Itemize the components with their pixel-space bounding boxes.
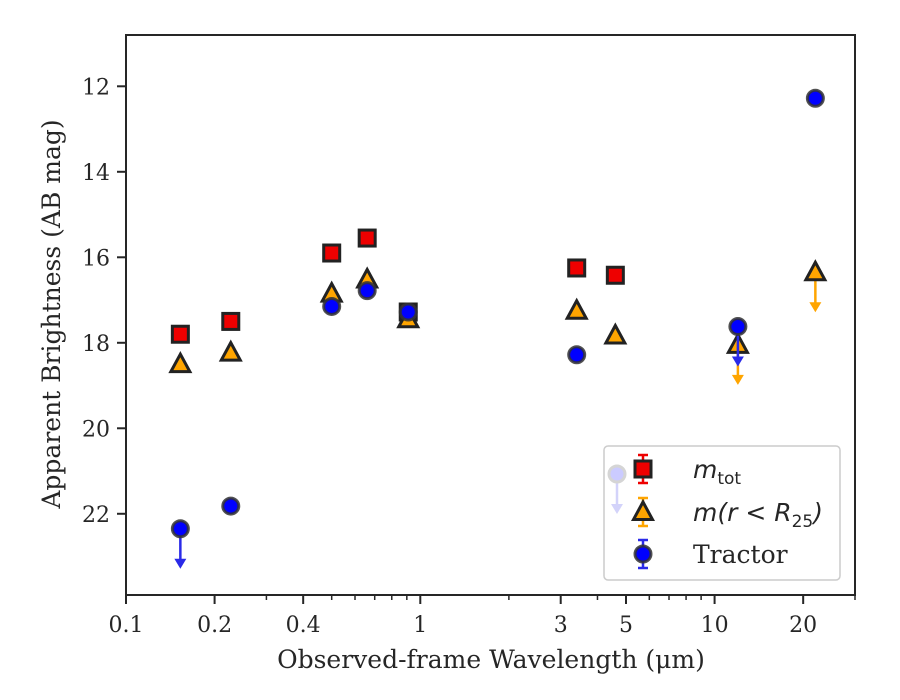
y-tick-label: 14 — [82, 161, 110, 186]
x-tick-label: 0.2 — [197, 613, 232, 638]
mtot-point — [605, 265, 625, 285]
tractor-faded-point — [607, 464, 627, 484]
mtot-point — [322, 243, 342, 263]
y-tick-label: 12 — [82, 75, 110, 100]
tractor-point — [805, 88, 825, 108]
legend-mtot-marker — [633, 459, 653, 479]
tractor-point — [398, 302, 418, 322]
legend-box — [603, 445, 841, 581]
y-axis-label: Apparent Brightness (AB mag) — [37, 119, 66, 509]
mr25-point — [168, 351, 193, 374]
tractor-faded-limit-arrow — [611, 474, 623, 514]
mr25-point — [603, 322, 628, 345]
mr25-point — [803, 259, 828, 282]
legend-tractor-marker — [633, 544, 653, 564]
tractor-point — [170, 519, 190, 539]
mtot-point — [567, 258, 587, 278]
x-tick-label: 3 — [554, 613, 568, 638]
legend-tractor-label: Tractor — [693, 540, 788, 569]
x-tick-label: 0.4 — [286, 613, 321, 638]
tractor-point — [728, 317, 748, 337]
legend-mr25-label: m(r < R25) — [693, 498, 823, 532]
x-tick-label: 5 — [619, 613, 633, 638]
y-tick-label: 20 — [82, 417, 110, 442]
legend-mr25-marker — [630, 498, 656, 521]
y-tick-label: 18 — [82, 332, 110, 357]
y-tick-label: 16 — [82, 246, 110, 271]
mr25-point — [564, 297, 589, 320]
x-tick-label: 1 — [413, 613, 427, 638]
legend-mtot-label: mtot — [693, 455, 741, 489]
y-tick-label: 22 — [82, 503, 110, 528]
tractor-point — [357, 281, 377, 301]
tractor-faded-limit — [607, 464, 627, 514]
x-tick-label: 20 — [789, 613, 817, 638]
x-tick-label: 0.1 — [109, 613, 144, 638]
mtot-point — [357, 228, 377, 248]
tractor-point — [322, 296, 342, 316]
tractor-point — [221, 496, 241, 516]
mr25-point — [218, 339, 243, 362]
mtot-point — [170, 324, 190, 344]
plot-frame — [125, 34, 856, 596]
mtot-point — [221, 311, 241, 331]
x-tick-label: 10 — [701, 613, 729, 638]
tractor-point — [567, 345, 587, 365]
x-axis-label: Observed-frame Wavelength (μm) — [277, 645, 705, 674]
